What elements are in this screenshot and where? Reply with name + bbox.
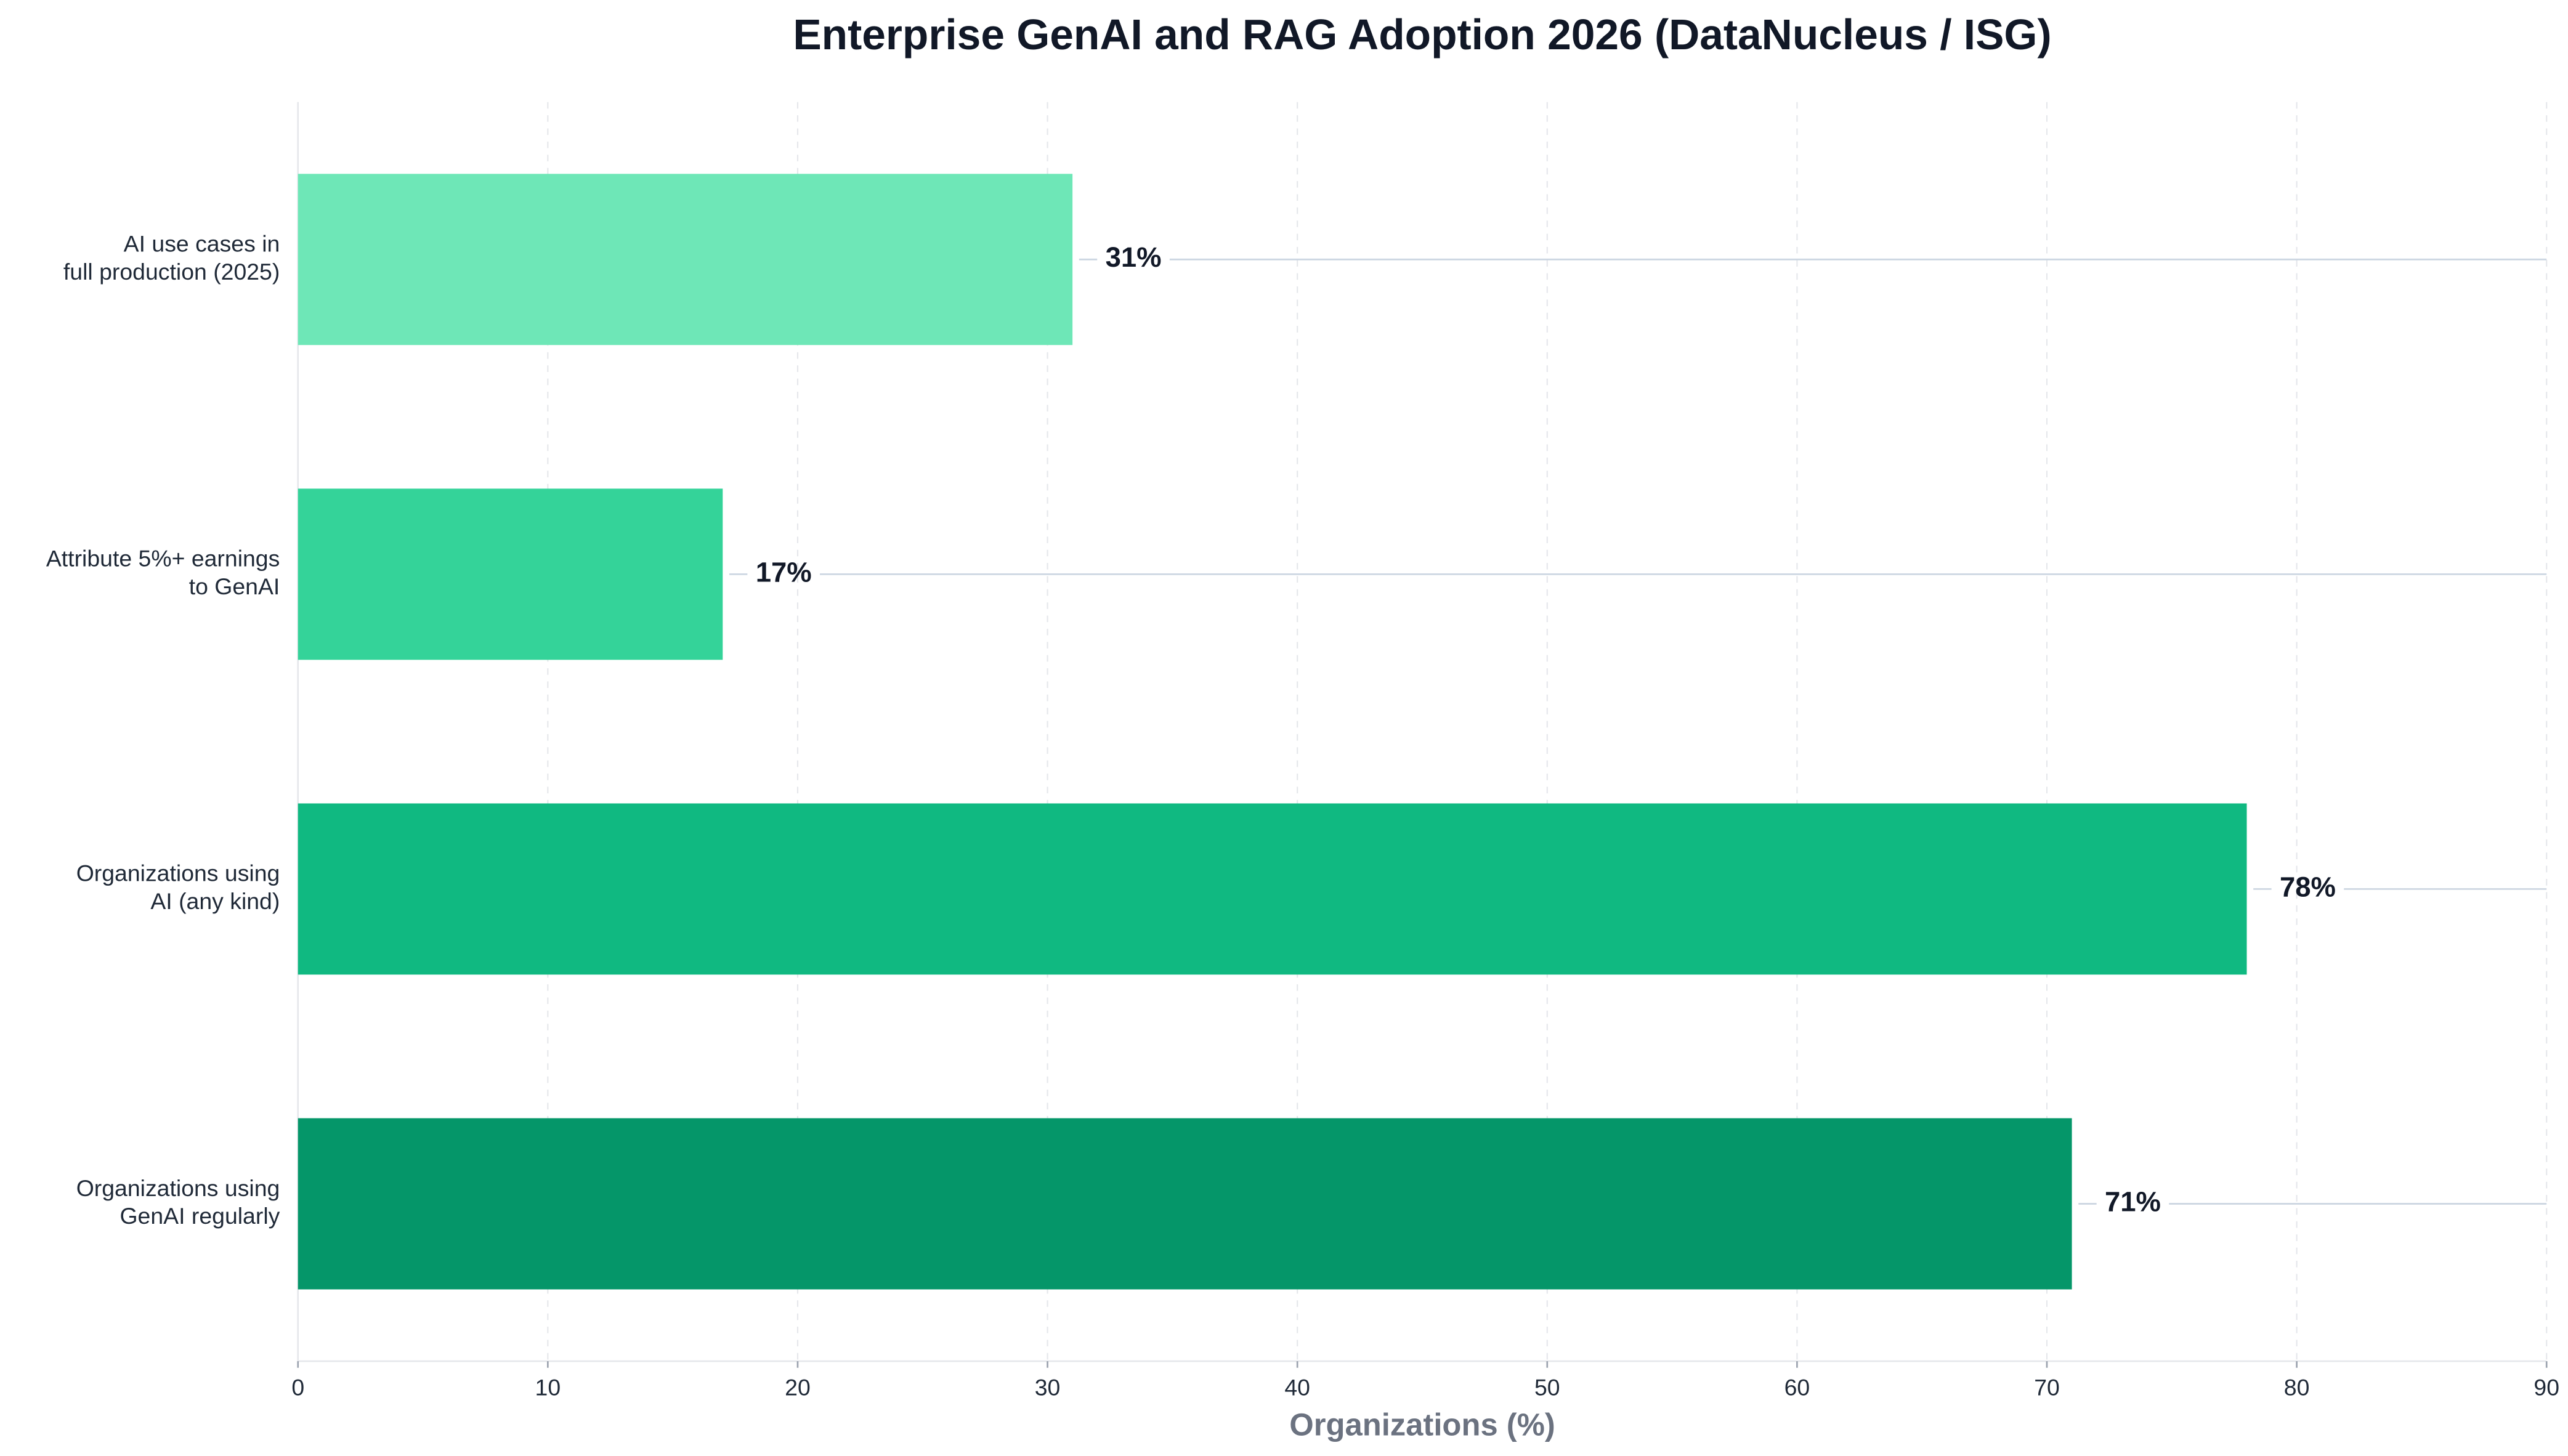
value-label: 78% <box>2280 871 2336 902</box>
value-label: 71% <box>2105 1186 2161 1218</box>
x-tick-label: 80 <box>2284 1374 2310 1400</box>
y-tick-label: AI use cases in full production (2025) <box>63 230 280 284</box>
value-label: 31% <box>1106 241 1162 273</box>
y-tick-label: Attribute 5%+ earnings to GenAI <box>46 545 280 599</box>
x-tick-label: 60 <box>1784 1374 1810 1400</box>
x-tick-label: 40 <box>1284 1374 1310 1400</box>
x-tick-label: 20 <box>785 1374 811 1400</box>
value-label: 17% <box>756 556 812 588</box>
bar <box>298 803 2247 975</box>
x-tick-label: 30 <box>1035 1374 1061 1400</box>
bar <box>298 488 723 660</box>
x-tick-label: 0 <box>291 1374 304 1400</box>
x-tick-label: 10 <box>535 1374 561 1400</box>
bar <box>298 174 1073 346</box>
x-tick-label: 70 <box>2034 1374 2060 1400</box>
x-tick-label: 90 <box>2534 1374 2559 1400</box>
x-tick-label: 50 <box>1534 1374 1560 1400</box>
x-axis-label: Organizations (%) <box>1289 1407 1555 1442</box>
bar <box>298 1118 2072 1290</box>
chart-title: Enterprise GenAI and RAG Adoption 2026 (… <box>793 10 2051 59</box>
y-tick-label: Organizations using GenAI regularly <box>76 1175 280 1229</box>
y-tick-label: Organizations using AI (any kind) <box>76 860 280 914</box>
